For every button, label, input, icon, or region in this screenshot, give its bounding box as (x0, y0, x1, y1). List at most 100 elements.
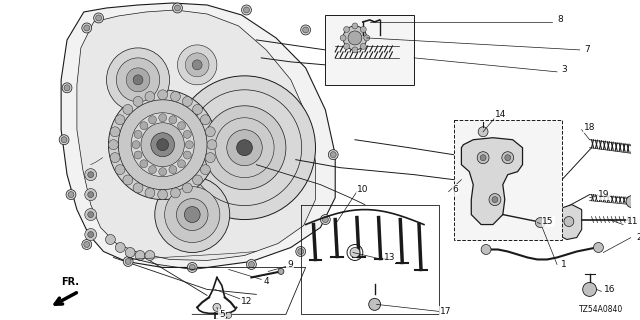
Circle shape (131, 113, 194, 177)
Circle shape (296, 246, 306, 256)
Circle shape (177, 199, 208, 230)
Circle shape (200, 115, 211, 125)
Text: TZ54A0840: TZ54A0840 (579, 305, 623, 314)
Circle shape (62, 83, 72, 93)
Circle shape (492, 196, 498, 203)
Circle shape (68, 192, 74, 197)
Circle shape (133, 183, 143, 193)
Text: FR.: FR. (61, 277, 79, 287)
Text: 9: 9 (287, 260, 292, 269)
Polygon shape (77, 10, 316, 260)
Circle shape (116, 58, 160, 102)
Text: 18: 18 (584, 123, 595, 132)
Circle shape (88, 232, 93, 237)
Circle shape (148, 166, 156, 173)
Circle shape (226, 312, 232, 318)
Polygon shape (61, 3, 335, 268)
Circle shape (84, 25, 90, 31)
Circle shape (177, 45, 217, 85)
Circle shape (88, 172, 93, 178)
Circle shape (364, 35, 370, 41)
Circle shape (184, 207, 200, 222)
Circle shape (84, 188, 97, 201)
Circle shape (110, 127, 120, 137)
Circle shape (350, 247, 360, 258)
Text: 1: 1 (561, 260, 567, 269)
Circle shape (189, 264, 195, 270)
Text: 2: 2 (636, 233, 640, 242)
Circle shape (344, 44, 349, 49)
Text: 11: 11 (627, 217, 639, 226)
Circle shape (183, 151, 191, 159)
Circle shape (61, 137, 67, 143)
Circle shape (182, 97, 192, 107)
Circle shape (328, 150, 338, 160)
Circle shape (193, 175, 202, 185)
Circle shape (145, 188, 155, 198)
Circle shape (630, 213, 640, 226)
Circle shape (213, 303, 221, 311)
Text: 19: 19 (598, 190, 609, 199)
Text: 3: 3 (561, 65, 567, 74)
Bar (454, 120, 562, 239)
Circle shape (64, 85, 70, 91)
Text: 17: 17 (440, 307, 451, 316)
Circle shape (106, 235, 115, 244)
Text: 16: 16 (604, 285, 615, 294)
Circle shape (164, 187, 220, 243)
Text: 8: 8 (557, 15, 563, 24)
Circle shape (84, 169, 97, 180)
Text: 14: 14 (495, 110, 506, 119)
Circle shape (330, 152, 336, 158)
Circle shape (478, 127, 488, 137)
Circle shape (303, 27, 308, 33)
Circle shape (145, 251, 155, 260)
Text: 12: 12 (241, 297, 252, 306)
Circle shape (564, 217, 574, 227)
Circle shape (582, 283, 596, 296)
Circle shape (360, 44, 366, 49)
Circle shape (344, 27, 349, 32)
Circle shape (169, 166, 177, 173)
Circle shape (205, 127, 215, 137)
Circle shape (95, 15, 102, 21)
Circle shape (352, 47, 358, 53)
Circle shape (193, 104, 202, 115)
Circle shape (183, 131, 191, 138)
Circle shape (108, 140, 118, 150)
Circle shape (505, 155, 511, 161)
Circle shape (133, 97, 143, 107)
Text: 6: 6 (452, 185, 458, 194)
Circle shape (278, 268, 284, 275)
Circle shape (148, 116, 156, 124)
Circle shape (134, 151, 142, 159)
Polygon shape (461, 138, 522, 225)
Text: 7: 7 (584, 45, 589, 54)
Circle shape (205, 153, 215, 163)
Circle shape (182, 183, 192, 193)
Circle shape (593, 243, 604, 252)
Circle shape (489, 194, 501, 205)
Circle shape (343, 26, 367, 50)
Circle shape (502, 152, 514, 164)
Circle shape (145, 92, 155, 101)
Circle shape (244, 7, 250, 13)
Circle shape (157, 190, 168, 200)
Text: 5: 5 (219, 310, 225, 319)
Circle shape (106, 48, 170, 112)
Circle shape (140, 160, 148, 168)
Circle shape (177, 160, 186, 168)
Circle shape (118, 100, 207, 190)
Circle shape (237, 140, 252, 156)
Circle shape (352, 23, 358, 29)
Circle shape (132, 141, 140, 149)
Circle shape (82, 239, 92, 250)
Circle shape (200, 165, 211, 175)
Circle shape (170, 92, 180, 101)
Circle shape (340, 35, 346, 41)
Text: 15: 15 (543, 217, 554, 226)
Circle shape (66, 190, 76, 200)
Circle shape (248, 261, 254, 268)
Circle shape (188, 262, 197, 272)
Circle shape (321, 215, 330, 225)
